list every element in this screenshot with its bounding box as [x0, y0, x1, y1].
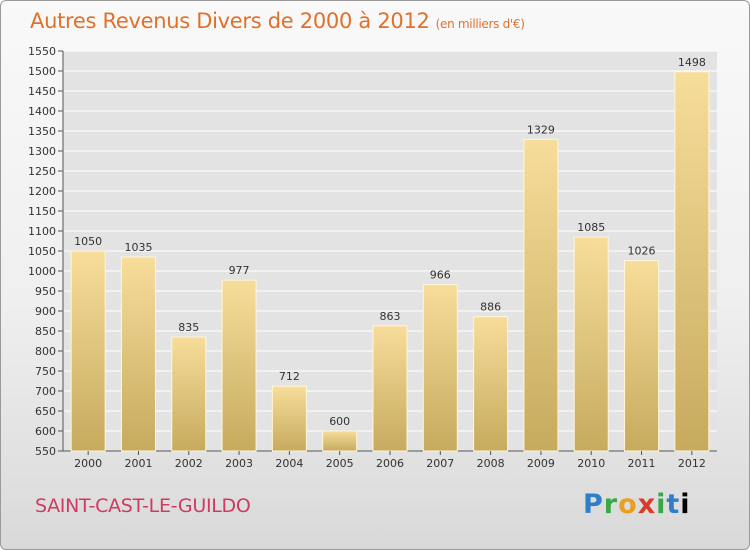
y-tick-label: 900 — [35, 305, 56, 318]
data-label-2010: 1085 — [577, 221, 605, 234]
x-tick-label-2012: 2012 — [678, 457, 706, 470]
x-tick-label-2008: 2008 — [477, 457, 505, 470]
bar-2010 — [573, 236, 609, 452]
y-tick-label: 1400 — [28, 105, 56, 118]
y-tick-label: 600 — [35, 425, 56, 438]
bar-2009 — [523, 138, 559, 452]
data-label-2007: 966 — [430, 269, 451, 282]
x-tick-label-2006: 2006 — [376, 457, 404, 470]
x-tick-label-2009: 2009 — [527, 457, 555, 470]
bar-2003 — [221, 279, 257, 452]
y-tick-label: 1450 — [28, 85, 56, 98]
y-tick-label: 1200 — [28, 185, 56, 198]
data-label-2012: 1498 — [678, 56, 706, 69]
data-label-2008: 886 — [480, 301, 501, 314]
data-label-2004: 712 — [279, 370, 300, 383]
data-label-2002: 835 — [178, 321, 199, 334]
x-tick-label-2007: 2007 — [426, 457, 454, 470]
x-tick-label-2003: 2003 — [225, 457, 253, 470]
bar-2012 — [674, 71, 710, 452]
x-tick-label-2005: 2005 — [326, 457, 354, 470]
y-tick-label: 1250 — [28, 165, 56, 178]
y-tick-label: 1150 — [28, 205, 56, 218]
bar-2011 — [624, 260, 660, 452]
bar-2008 — [473, 316, 509, 452]
y-tick-label: 1100 — [28, 225, 56, 238]
y-tick-label: 550 — [35, 445, 56, 458]
chart-title: Autres Revenus Divers de 2000 à 2012 (en … — [30, 9, 525, 33]
y-tick-label: 1500 — [28, 65, 56, 78]
y-tick-label: 800 — [35, 345, 56, 358]
bar-2005 — [322, 430, 358, 452]
chart-title-text: Autres Revenus Divers de 2000 à 2012 — [30, 9, 430, 33]
x-tick-label-2004: 2004 — [275, 457, 303, 470]
bar-2001 — [120, 256, 156, 452]
x-tick-label-2010: 2010 — [577, 457, 605, 470]
bar-2006 — [372, 325, 408, 452]
x-tick-label-2002: 2002 — [175, 457, 203, 470]
data-label-2011: 1026 — [628, 245, 656, 258]
data-label-2001: 1035 — [124, 241, 152, 254]
bar-2004 — [271, 385, 307, 452]
y-tick-label: 750 — [35, 365, 56, 378]
data-label-2003: 977 — [229, 264, 250, 277]
chart-subtitle: (en milliers d'€) — [435, 17, 525, 31]
bar-2007 — [422, 284, 458, 452]
y-tick-label: 1350 — [28, 125, 56, 138]
y-tick-label: 850 — [35, 325, 56, 338]
town-name: SAINT-CAST-LE-GUILDO — [35, 495, 251, 517]
y-tick-label: 1050 — [28, 245, 56, 258]
bar-2000 — [70, 250, 106, 452]
x-tick-label-2011: 2011 — [628, 457, 656, 470]
y-tick-label: 1000 — [28, 265, 56, 278]
data-label-2005: 600 — [329, 415, 350, 428]
data-label-2006: 863 — [380, 310, 401, 323]
y-tick-label: 1300 — [28, 145, 56, 158]
y-tick-label: 950 — [35, 285, 56, 298]
data-label-2009: 1329 — [527, 123, 555, 136]
y-tick-label: 700 — [35, 385, 56, 398]
y-tick-label: 650 — [35, 405, 56, 418]
y-tick-label: 1550 — [28, 45, 56, 58]
x-tick-label-2001: 2001 — [124, 457, 152, 470]
x-tick-label-2000: 2000 — [74, 457, 102, 470]
bar-2002 — [171, 336, 207, 452]
data-label-2000: 1050 — [74, 235, 102, 248]
proxiti-logo[interactable]: Proxiti — [583, 489, 691, 520]
